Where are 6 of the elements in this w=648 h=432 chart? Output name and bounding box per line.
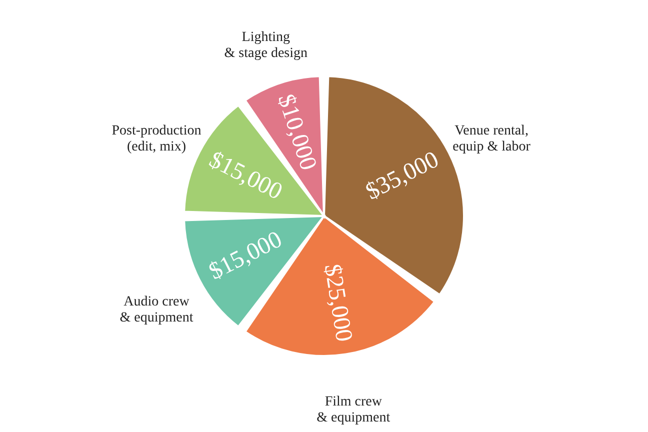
slice-label: Post-production (edit, mix) <box>112 124 202 155</box>
slice-label: Film crew & equipment <box>316 394 390 426</box>
slice-label: Lighting & stage design <box>224 30 308 62</box>
slice-label: Venue rental, equip & labor <box>452 124 531 155</box>
slice-label: Audio crew & equipment <box>120 294 194 326</box>
data-label: $25,000 <box>318 262 357 344</box>
